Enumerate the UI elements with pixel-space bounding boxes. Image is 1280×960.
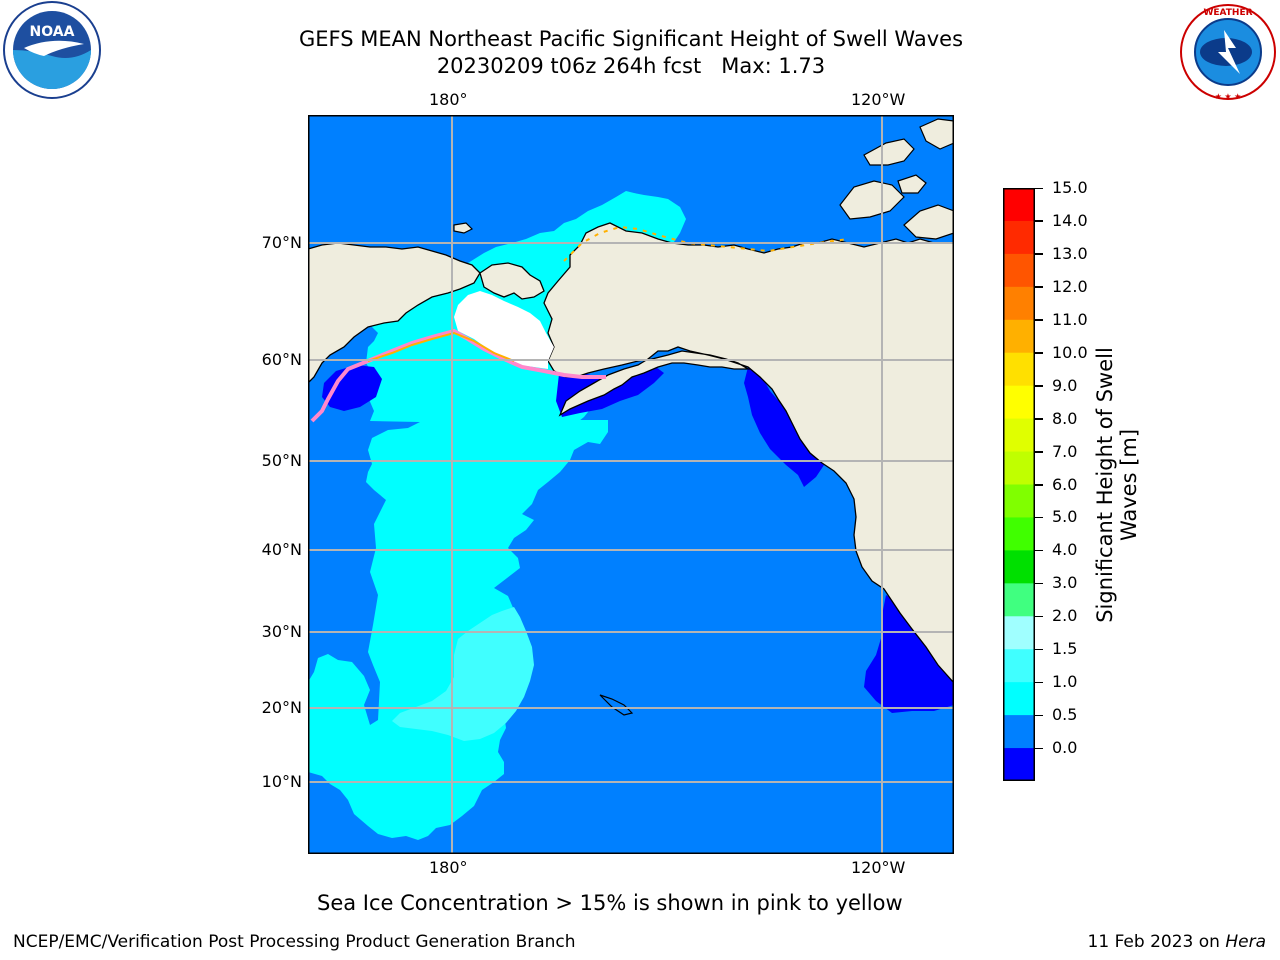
- colorbar-cell: [1003, 517, 1035, 551]
- plot-title-line1: GEFS MEAN Northeast Pacific Significant …: [298, 27, 964, 51]
- map-frame: [308, 115, 954, 854]
- colorbar-cell: [1003, 682, 1035, 716]
- colorbar-tick-label: 7.0: [1052, 441, 1078, 461]
- noaa-text: NOAA: [30, 24, 75, 40]
- land-arctic-island-5: [897, 174, 927, 194]
- sea-ice-edge-bering-orange: [367, 331, 515, 362]
- lat-label-60n: 60°N: [261, 350, 302, 369]
- colorbar-tick-mark: [1035, 253, 1043, 255]
- svg-text:★ ★ ★: ★ ★ ★: [1215, 92, 1242, 101]
- colorbar-tick-mark: [1035, 582, 1043, 585]
- colorbar-tick-mark: [1035, 714, 1043, 717]
- colorbar-tick-label: 5.0: [1052, 507, 1078, 527]
- land-wrangel-island: [453, 222, 474, 234]
- colorbar-tick-label: 13.0: [1052, 243, 1088, 263]
- sea-ice-caption: Sea Ice Concentration > 15% is shown in …: [317, 891, 903, 915]
- colorbar-tick-label: 11.0: [1052, 309, 1088, 329]
- swell-height-map: [308, 115, 954, 854]
- swell-region-1-to-1-5m: [308, 420, 608, 840]
- colorbar-tick-mark: [1035, 451, 1043, 453]
- lon-label-bottom-120w: 120°W: [851, 858, 906, 877]
- footer-branch: NCEP/EMC/Verification Post Processing Pr…: [13, 932, 576, 952]
- nws-logo: WEATHER ★ ★ ★: [1180, 4, 1276, 101]
- colorbar-cell: [1003, 220, 1035, 255]
- footer-date: 11 Feb 2023 on Hera: [1088, 932, 1266, 952]
- colorbar-tick-mark: [1035, 747, 1043, 750]
- colorbar-cell: [1003, 451, 1035, 486]
- colorbar-cell: [1003, 715, 1035, 749]
- colorbar-tick-label: 0.0: [1052, 738, 1078, 758]
- colorbar-cell: [1003, 385, 1035, 420]
- colorbar-cell: [1003, 253, 1035, 288]
- colorbar-cell: [1003, 286, 1035, 321]
- lat-label-40n: 40°N: [261, 540, 302, 559]
- colorbar-tick-mark: [1035, 319, 1043, 321]
- svg-text:WEATHER: WEATHER: [1203, 8, 1252, 18]
- plot-title-line2: 20230209 t06z 264h fcst Max: 1.73: [436, 54, 826, 78]
- colorbar-cell: [1003, 748, 1035, 781]
- footer-date-text: 11 Feb 2023 on: [1087, 932, 1226, 952]
- colorbar-tick-mark: [1035, 352, 1043, 354]
- lat-label-30n: 30°N: [261, 622, 302, 641]
- colorbar-cell: [1003, 352, 1035, 387]
- colorbar-tick-label: 4.0: [1052, 540, 1078, 560]
- land-arctic-island-1: [863, 138, 915, 166]
- colorbar-tick-label: 8.0: [1052, 408, 1078, 428]
- colorbar-cell: [1003, 418, 1035, 453]
- colorbar-tick-mark: [1035, 484, 1043, 486]
- colorbar-cell: [1003, 550, 1035, 584]
- lon-label-top-180: 180°: [429, 90, 468, 109]
- colorbar: [1003, 188, 1035, 781]
- colorbar-cell: [1003, 319, 1035, 354]
- footer-host: Hera: [1225, 932, 1266, 952]
- colorbar-tick-label: 10.0: [1052, 342, 1088, 362]
- colorbar-tick-label: 1.0: [1052, 672, 1078, 692]
- colorbar-tick-label: 3.0: [1052, 573, 1078, 593]
- lat-label-50n: 50°N: [261, 451, 302, 470]
- colorbar-tick-mark: [1035, 549, 1043, 552]
- colorbar-tick-mark: [1035, 418, 1043, 420]
- colorbar-title-line2: Waves [m]: [1117, 428, 1141, 542]
- colorbar-tick-label: 0.5: [1052, 705, 1078, 725]
- colorbar-tick-label: 14.0: [1052, 210, 1088, 230]
- swell-region-0-to-0-5m-bering: [322, 365, 382, 411]
- colorbar-cell: [1003, 188, 1035, 222]
- land-arctic-island-2: [839, 180, 905, 220]
- land-arctic-island-4: [919, 118, 954, 150]
- lat-label-10n: 10°N: [261, 772, 302, 791]
- colorbar-tick-mark: [1035, 187, 1043, 189]
- land-arctic-island-3: [903, 204, 954, 240]
- colorbar-cell: [1003, 583, 1035, 617]
- lat-label-20n: 20°N: [261, 698, 302, 717]
- lon-label-bottom-180: 180°: [429, 858, 468, 877]
- colorbar-tick-mark: [1035, 648, 1043, 651]
- sea-ice-edge-bering: [310, 328, 606, 423]
- colorbar-tick-mark: [1035, 385, 1043, 387]
- colorbar-cell: [1003, 616, 1035, 650]
- lon-label-top-120w: 120°W: [851, 90, 906, 109]
- colorbar-tick-label: 9.0: [1052, 375, 1078, 395]
- colorbar-tick-mark: [1035, 681, 1043, 684]
- colorbar-tick-label: 15.0: [1052, 178, 1088, 197]
- sea-ice-free-white-bering: [454, 291, 554, 369]
- noaa-logo: NOAA: [3, 1, 101, 99]
- graticule: [308, 115, 954, 854]
- colorbar-tick-label: 1.5: [1052, 639, 1078, 659]
- colorbar-tick-mark: [1035, 286, 1043, 288]
- land-western-alaska: [479, 262, 545, 300]
- colorbar-tick-label: 2.0: [1052, 606, 1078, 626]
- colorbar-tick-mark: [1035, 516, 1043, 519]
- lat-label-70n: 70°N: [261, 233, 302, 252]
- land-siberia: [308, 242, 481, 384]
- swell-region-0-to-0-5m-baja: [864, 595, 954, 713]
- colorbar-frame: [1003, 188, 1035, 781]
- colorbar-cell: [1003, 484, 1035, 519]
- colorbar-cell: [1003, 649, 1035, 683]
- colorbar-tick-label: 12.0: [1052, 276, 1088, 296]
- colorbar-title-line1: Significant Height of Swell: [1093, 347, 1117, 623]
- colorbar-tick-mark: [1035, 220, 1043, 222]
- colorbar-tick-mark: [1035, 615, 1043, 618]
- swell-region-0-to-0-5m-gulf-alaska: [744, 367, 824, 487]
- colorbar-tick-label: 6.0: [1052, 474, 1078, 494]
